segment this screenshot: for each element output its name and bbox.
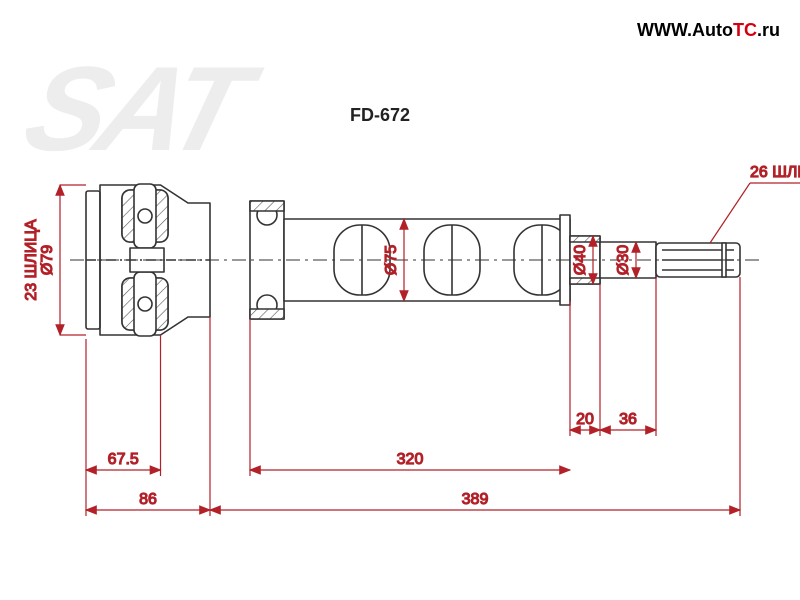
drawing-canvas: SAT WWW.AutoTC.ru FD-672 23 ШЛИЦАØ79Ø75Ø…: [0, 0, 800, 600]
svg-text:320: 320: [397, 451, 424, 468]
svg-text:36: 36: [619, 411, 637, 428]
svg-text:Ø75: Ø75: [383, 245, 400, 275]
svg-text:23 ШЛИЦА: 23 ШЛИЦА: [23, 219, 40, 301]
svg-text:Ø30: Ø30: [615, 245, 632, 275]
svg-text:Ø40: Ø40: [572, 245, 589, 275]
svg-text:20: 20: [576, 411, 594, 428]
svg-text:86: 86: [139, 491, 157, 508]
technical-drawing: 23 ШЛИЦАØ79 Ø75 Ø40 Ø30 26 ШЛИЦ 20 36 67.5 320 86…: [0, 0, 800, 600]
svg-text:Ø79: Ø79: [39, 245, 56, 275]
svg-text:26 ШЛИЦ: 26 ШЛИЦ: [750, 164, 800, 181]
svg-text:67.5: 67.5: [108, 451, 139, 468]
svg-text:389: 389: [462, 491, 489, 508]
